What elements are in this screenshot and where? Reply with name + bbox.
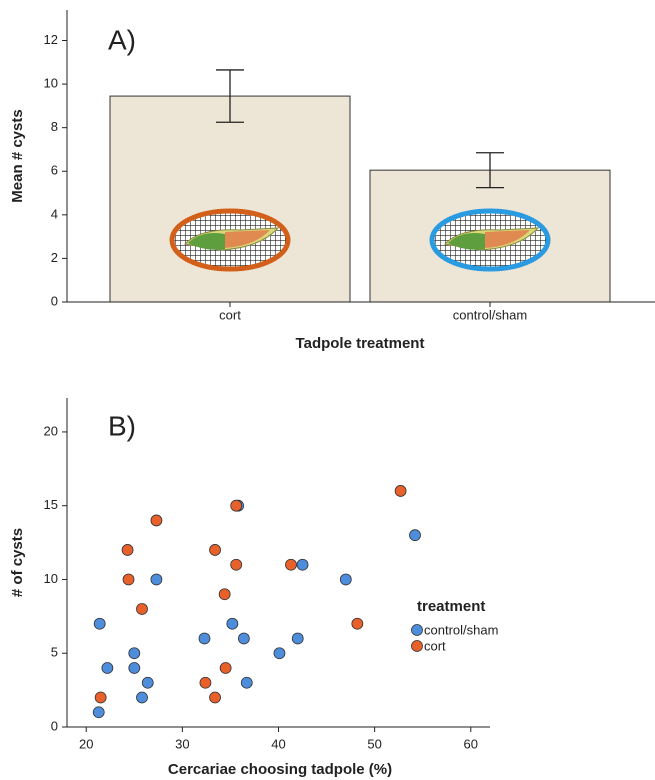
legend-marker xyxy=(411,624,423,636)
point xyxy=(121,544,134,556)
y-tick-label: 5 xyxy=(51,645,58,660)
panel-label: B) xyxy=(108,410,136,441)
error-bar xyxy=(476,152,504,189)
point xyxy=(291,632,304,645)
point xyxy=(93,617,106,630)
point xyxy=(394,485,407,497)
tadpole-tail xyxy=(225,230,270,248)
x-tick-label: 40 xyxy=(271,736,285,751)
y-tick-label: 10 xyxy=(44,571,58,586)
point xyxy=(209,544,221,556)
x-tick-label: 50 xyxy=(367,736,381,751)
y-tick-label: 2 xyxy=(51,250,58,265)
x-tick-label: cort xyxy=(219,307,241,322)
x-tick-label: 20 xyxy=(79,736,93,751)
x-tick-label: control/sham xyxy=(453,307,527,322)
point xyxy=(136,603,148,615)
point xyxy=(128,647,141,660)
point xyxy=(351,617,364,630)
legend-label: cort xyxy=(424,638,446,653)
y-tick-label: 15 xyxy=(44,497,58,512)
y-tick-label: 0 xyxy=(51,293,58,308)
y-tick-label: 8 xyxy=(51,119,58,134)
point xyxy=(409,529,421,542)
y-tick-label: 6 xyxy=(51,163,58,178)
point xyxy=(285,558,297,571)
point xyxy=(150,514,163,527)
point xyxy=(101,662,114,674)
panel-label: A) xyxy=(108,24,136,55)
error-bar xyxy=(216,69,244,123)
tadpole-head xyxy=(188,233,225,250)
y-axis-title: # of cysts xyxy=(9,528,26,597)
legend-label: control/sham xyxy=(424,622,498,637)
point xyxy=(296,558,309,571)
y-tick-label: 12 xyxy=(44,32,58,47)
y-tick-label: 10 xyxy=(44,76,58,91)
tadpole-tail xyxy=(485,230,530,248)
legend-marker xyxy=(411,640,423,652)
point xyxy=(226,617,239,630)
point xyxy=(209,691,221,704)
point xyxy=(199,676,212,689)
point xyxy=(218,588,231,601)
point xyxy=(273,647,286,660)
y-tick-label: 20 xyxy=(44,423,58,438)
legend-title: treatment xyxy=(417,598,485,615)
x-tick-label: 30 xyxy=(175,736,189,751)
point xyxy=(339,573,352,586)
point xyxy=(94,691,107,704)
point xyxy=(141,676,154,689)
point xyxy=(230,558,243,571)
x-axis-title: Cercariae choosing tadpole (%) xyxy=(168,761,392,778)
y-axis-title: Mean # cysts xyxy=(9,109,26,202)
point xyxy=(237,632,250,645)
point xyxy=(198,632,211,645)
x-axis-title: Tadpole treatment xyxy=(296,335,425,352)
y-tick-label: 4 xyxy=(51,206,58,221)
tadpole-head xyxy=(448,233,485,250)
point xyxy=(230,499,243,512)
point xyxy=(122,573,135,586)
y-tick-label: 0 xyxy=(51,718,58,733)
point xyxy=(150,573,163,586)
x-tick-label: 60 xyxy=(464,736,478,751)
point xyxy=(219,662,232,674)
point xyxy=(240,676,253,689)
point xyxy=(128,662,141,674)
point xyxy=(136,691,148,704)
point xyxy=(92,706,105,719)
